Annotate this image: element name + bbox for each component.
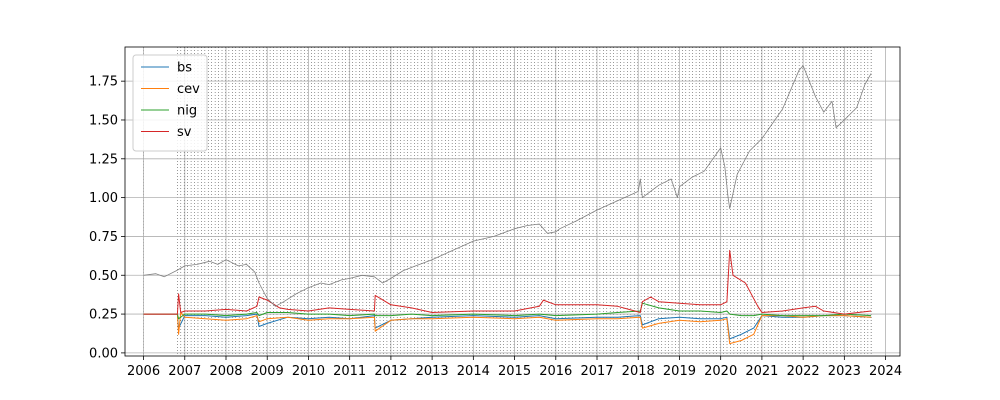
x-tick-label: 2015 (498, 364, 531, 379)
y-tick-label: 0.25 (89, 308, 118, 323)
y-tick-label: 0.00 (89, 346, 118, 361)
x-tick-label: 2012 (374, 364, 407, 379)
x-tick-label: 2017 (580, 364, 613, 379)
plot-area: 2006 2007 2008 2009 2010 2011 2012 2013 2014 2015… (89, 46, 902, 379)
x-tick-label: 2019 (663, 364, 696, 379)
x-tick-label: 2021 (745, 364, 778, 379)
x-tick-label: 2013 (416, 364, 449, 379)
x-tick-label: 2014 (457, 364, 490, 379)
legend-box (132, 54, 208, 152)
x-tick-label: 2006 (127, 364, 160, 379)
x-tick-label: 2022 (787, 364, 820, 379)
series-line-sv (143, 249, 872, 315)
y-tick-label: 1.50 (89, 113, 118, 128)
legend-label-nig: nig (177, 104, 197, 119)
y-tick-label: 1.00 (89, 191, 118, 206)
series-line-bs (143, 313, 872, 340)
x-tick-label: 2016 (539, 364, 572, 379)
y-tick-label: 0.50 (89, 269, 118, 284)
x-tick-label: 2018 (622, 364, 655, 379)
x-tick-label: 2020 (704, 364, 737, 379)
x-tick-label: 2009 (251, 364, 284, 379)
x-tick-label: 2023 (828, 364, 861, 379)
axes-frame (124, 46, 901, 357)
series-line-cev (143, 312, 872, 345)
legend-label-sv: sv (177, 125, 192, 140)
legend: bs cev nig sv (132, 54, 208, 152)
series-line-4 (143, 65, 872, 307)
legend-label-bs: bs (177, 61, 192, 76)
y-tick-label: 1.25 (89, 152, 118, 167)
y-tick-label: 1.75 (89, 75, 118, 90)
x-tick-label: 2010 (292, 364, 325, 379)
legend-label-cev: cev (177, 82, 200, 97)
x-tick-label: 2008 (209, 364, 242, 379)
y-tick-label: 0.75 (89, 230, 118, 245)
series-line-nig (143, 302, 872, 320)
x-tick-label: 2007 (168, 364, 201, 379)
x-tick-label: 2024 (869, 364, 902, 379)
x-tick-label: 2011 (333, 364, 366, 379)
